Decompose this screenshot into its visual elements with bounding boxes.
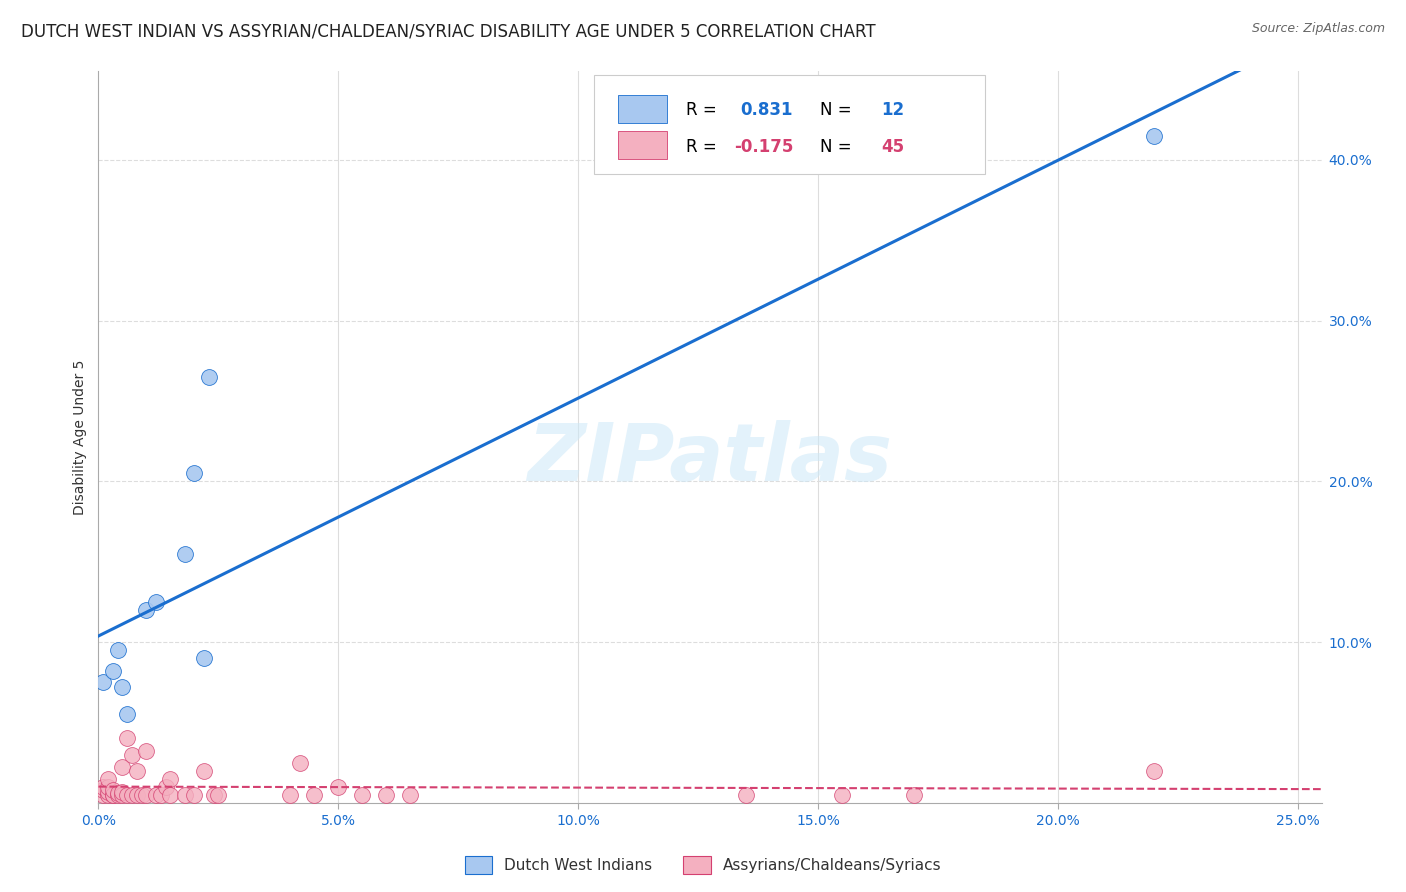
- Point: [91, 780, 114, 794]
- Point: [111, 760, 134, 774]
- Point: [97, 788, 120, 802]
- Text: 45: 45: [882, 137, 904, 156]
- FancyBboxPatch shape: [593, 75, 986, 174]
- Point: [107, 643, 129, 657]
- Text: 0.831: 0.831: [741, 101, 793, 120]
- Point: [101, 788, 124, 802]
- Point: [352, 788, 374, 802]
- Y-axis label: Disability Age Under 5: Disability Age Under 5: [73, 359, 87, 515]
- Point: [111, 788, 134, 802]
- Point: [115, 707, 138, 722]
- Point: [145, 788, 167, 802]
- Text: Source: ZipAtlas.com: Source: ZipAtlas.com: [1251, 22, 1385, 36]
- Point: [91, 788, 114, 802]
- Point: [131, 788, 153, 802]
- Point: [328, 780, 350, 794]
- Point: [107, 786, 129, 800]
- Point: [135, 788, 157, 802]
- Point: [101, 664, 124, 678]
- Text: N =: N =: [820, 137, 858, 156]
- Text: ZIPatlas: ZIPatlas: [527, 420, 893, 498]
- Point: [135, 603, 157, 617]
- Text: DUTCH WEST INDIAN VS ASSYRIAN/CHALDEAN/SYRIAC DISABILITY AGE UNDER 5 CORRELATION: DUTCH WEST INDIAN VS ASSYRIAN/CHALDEAN/S…: [21, 22, 876, 40]
- Point: [207, 788, 229, 802]
- Point: [97, 772, 120, 786]
- Point: [735, 788, 758, 802]
- Point: [173, 788, 195, 802]
- Point: [197, 369, 219, 384]
- Point: [145, 595, 167, 609]
- Point: [202, 788, 225, 802]
- Point: [125, 764, 148, 778]
- Point: [101, 788, 124, 802]
- Point: [149, 788, 172, 802]
- Point: [97, 784, 120, 798]
- Text: 12: 12: [882, 101, 904, 120]
- Point: [107, 788, 129, 802]
- Point: [173, 547, 195, 561]
- Point: [278, 788, 301, 802]
- Text: N =: N =: [820, 101, 858, 120]
- Point: [111, 680, 134, 694]
- Point: [101, 783, 124, 797]
- Point: [115, 731, 138, 746]
- Point: [183, 788, 205, 802]
- Point: [91, 675, 114, 690]
- Text: -0.175: -0.175: [734, 137, 794, 156]
- Legend: Dutch West Indians, Assyrians/Chaldeans/Syriacs: Dutch West Indians, Assyrians/Chaldeans/…: [458, 850, 948, 880]
- Point: [1143, 764, 1166, 778]
- Point: [125, 788, 148, 802]
- Point: [1143, 128, 1166, 143]
- Point: [155, 780, 177, 794]
- FancyBboxPatch shape: [619, 95, 668, 122]
- Point: [159, 788, 181, 802]
- Point: [831, 788, 853, 802]
- FancyBboxPatch shape: [619, 131, 668, 159]
- Point: [399, 788, 422, 802]
- Text: R =: R =: [686, 137, 721, 156]
- Text: R =: R =: [686, 101, 721, 120]
- Point: [135, 744, 157, 758]
- Point: [193, 651, 215, 665]
- Point: [193, 764, 215, 778]
- Point: [288, 756, 311, 770]
- Point: [97, 780, 120, 794]
- Point: [903, 788, 925, 802]
- Point: [159, 772, 181, 786]
- Point: [111, 784, 134, 798]
- Point: [115, 788, 138, 802]
- Point: [121, 788, 143, 802]
- Point: [91, 783, 114, 797]
- Point: [304, 788, 326, 802]
- Point: [121, 747, 143, 762]
- Point: [375, 788, 398, 802]
- Point: [183, 467, 205, 481]
